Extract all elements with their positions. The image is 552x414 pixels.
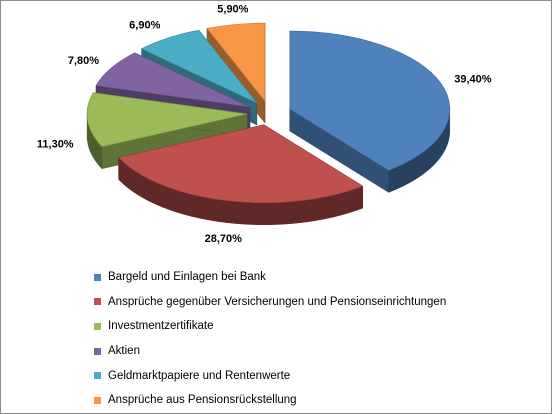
legend-swatch [94, 372, 101, 380]
pie-slice-top [289, 30, 451, 171]
data-label: 28,70% [205, 233, 243, 245]
legend-item: Bargeld und Einlagen bei Bank [94, 265, 446, 290]
legend-swatch [94, 347, 101, 355]
legend-label: Geldmarktpapiere und Rentenwerte [108, 369, 291, 382]
pie-slice [118, 124, 364, 225]
legend-item: Ansprüche gegenüber Versicherungen und P… [94, 290, 446, 315]
legend-item: Geldmarktpapiere und Rentenwerte [94, 363, 446, 388]
data-label: 7,80% [68, 55, 99, 67]
pie-slice-top [140, 29, 258, 104]
pie-slice-top [86, 92, 248, 148]
legend-swatch [94, 322, 101, 330]
legend-label: Ansprüche aus Pensionsrückstellung [108, 394, 297, 407]
pie-chart: 39,40% 28,70% 11,30% 7,80% 6,90% 5,90% [37, 4, 492, 245]
legend-swatch [94, 298, 101, 306]
legend-item: Investmentzertifikate [94, 314, 446, 339]
legend-item: Ansprüche aus Pensionsrückstellung [94, 388, 446, 413]
pie-slice-top [206, 22, 266, 102]
data-label: 6,90% [129, 20, 160, 32]
data-label: 5,90% [217, 4, 248, 16]
legend-swatch [94, 273, 101, 281]
legend-label: Ansprüche gegenüber Versicherungen und P… [108, 295, 447, 308]
legend-label: Investmentzertifikate [108, 320, 214, 333]
legend-label: Bargeld und Einlagen bei Bank [108, 271, 266, 284]
legend: Bargeld und Einlagen bei Bank Ansprüche g… [94, 265, 446, 413]
data-label: 39,40% [454, 73, 492, 85]
legend-item: Aktien [94, 339, 446, 364]
legend-swatch [94, 396, 101, 404]
data-label: 11,30% [37, 138, 74, 150]
pie-slice-top [118, 124, 364, 204]
pie-slice-top [95, 52, 251, 108]
legend-label: Aktien [108, 345, 140, 358]
pie-slice [289, 30, 451, 193]
